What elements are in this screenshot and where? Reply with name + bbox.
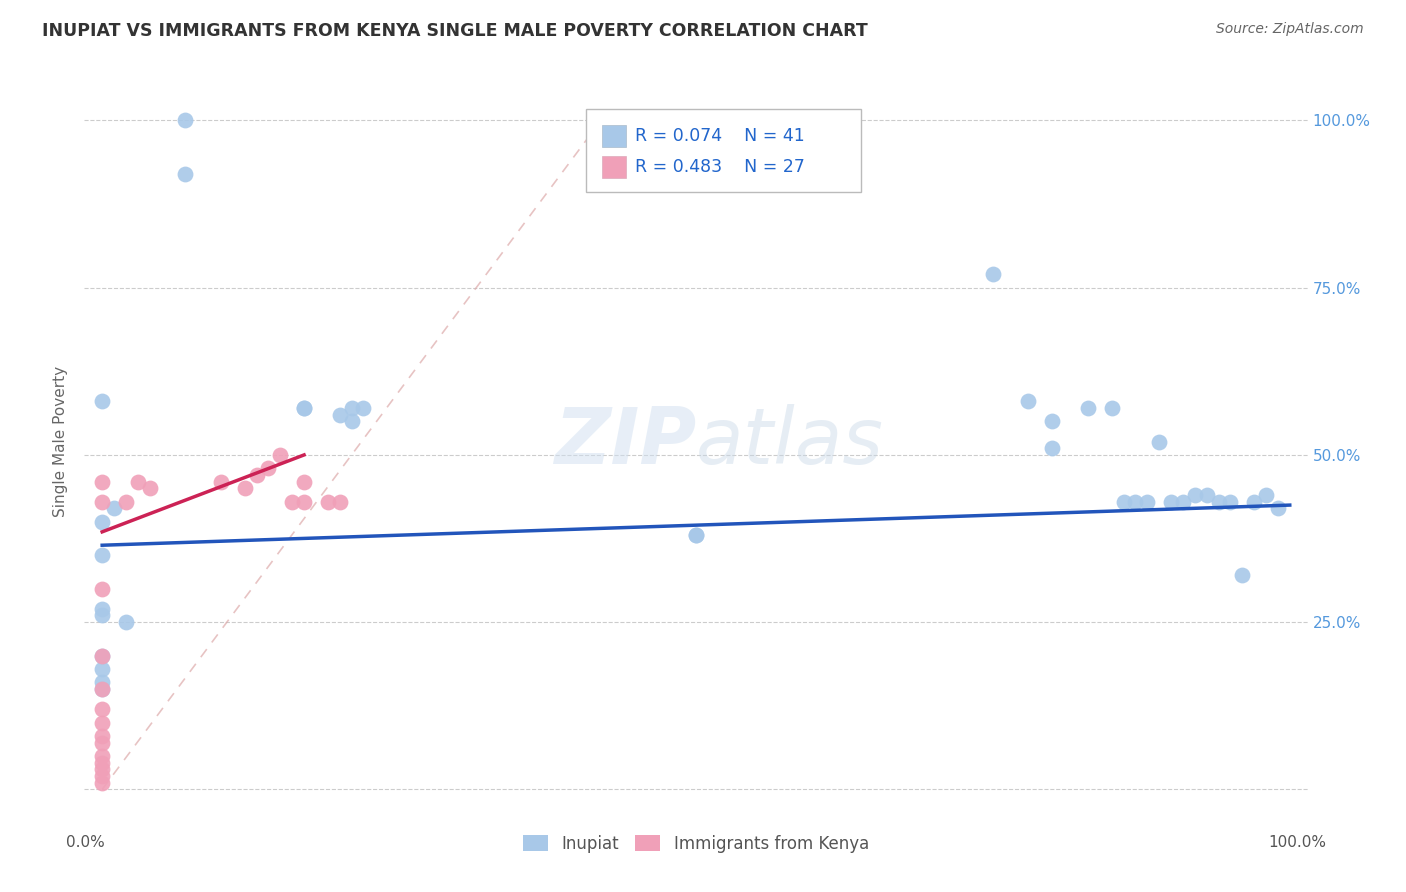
Point bbox=[1147, 434, 1170, 449]
Point bbox=[257, 461, 280, 475]
Point bbox=[329, 494, 352, 508]
Point bbox=[91, 715, 114, 730]
Point bbox=[233, 482, 256, 496]
Point bbox=[1112, 494, 1135, 508]
Point bbox=[245, 467, 267, 482]
Point bbox=[685, 528, 707, 542]
Point bbox=[174, 167, 197, 181]
Y-axis label: Single Male Poverty: Single Male Poverty bbox=[53, 366, 69, 517]
Point bbox=[91, 682, 114, 697]
Point bbox=[91, 776, 114, 790]
Point bbox=[1219, 494, 1241, 508]
FancyBboxPatch shape bbox=[586, 109, 860, 193]
Legend: Inupiat, Immigrants from Kenya: Inupiat, Immigrants from Kenya bbox=[516, 828, 876, 860]
Point bbox=[91, 675, 114, 690]
Point bbox=[1125, 494, 1147, 508]
Point bbox=[1136, 494, 1159, 508]
Point bbox=[340, 414, 363, 428]
Point bbox=[209, 475, 232, 489]
Text: INUPIAT VS IMMIGRANTS FROM KENYA SINGLE MALE POVERTY CORRELATION CHART: INUPIAT VS IMMIGRANTS FROM KENYA SINGLE … bbox=[42, 22, 868, 40]
Point bbox=[1195, 488, 1218, 502]
Point bbox=[91, 475, 114, 489]
Point bbox=[91, 756, 114, 770]
Point bbox=[91, 494, 114, 508]
Point bbox=[292, 475, 315, 489]
Point bbox=[1101, 401, 1123, 416]
Text: atlas: atlas bbox=[696, 403, 884, 480]
Point bbox=[981, 268, 1004, 282]
Point bbox=[1254, 488, 1277, 502]
Text: ZIP: ZIP bbox=[554, 403, 696, 480]
Point bbox=[340, 401, 363, 416]
FancyBboxPatch shape bbox=[602, 156, 626, 178]
Point bbox=[91, 548, 114, 563]
Text: 100.0%: 100.0% bbox=[1268, 835, 1326, 850]
Point bbox=[1171, 494, 1194, 508]
Point bbox=[91, 582, 114, 596]
Point bbox=[91, 735, 114, 749]
Point bbox=[91, 762, 114, 776]
Point bbox=[1040, 442, 1063, 455]
Point bbox=[329, 408, 352, 422]
Point bbox=[269, 448, 291, 462]
Point bbox=[292, 494, 315, 508]
Point bbox=[292, 401, 315, 416]
Point bbox=[174, 113, 197, 128]
Point bbox=[352, 401, 374, 416]
Point bbox=[91, 682, 114, 697]
Point bbox=[91, 602, 114, 616]
Point bbox=[115, 615, 138, 630]
Point bbox=[91, 729, 114, 743]
Point bbox=[292, 401, 315, 416]
Point bbox=[1267, 501, 1289, 516]
Point bbox=[316, 494, 339, 508]
Point bbox=[91, 662, 114, 676]
Point bbox=[138, 482, 160, 496]
FancyBboxPatch shape bbox=[602, 125, 626, 147]
Point bbox=[91, 702, 114, 716]
Point bbox=[91, 769, 114, 783]
Point bbox=[91, 515, 114, 529]
Point bbox=[1243, 494, 1265, 508]
Text: Source: ZipAtlas.com: Source: ZipAtlas.com bbox=[1216, 22, 1364, 37]
Point bbox=[91, 749, 114, 764]
Point bbox=[103, 501, 125, 516]
Point bbox=[1040, 414, 1063, 428]
Point bbox=[115, 494, 138, 508]
Point bbox=[1232, 568, 1254, 582]
Point bbox=[91, 648, 114, 663]
Text: R = 0.483    N = 27: R = 0.483 N = 27 bbox=[636, 158, 804, 176]
Point bbox=[1018, 394, 1040, 409]
Text: R = 0.074    N = 41: R = 0.074 N = 41 bbox=[636, 127, 804, 145]
Text: 0.0%: 0.0% bbox=[66, 835, 105, 850]
Point bbox=[1184, 488, 1206, 502]
Point bbox=[91, 648, 114, 663]
Point bbox=[91, 608, 114, 623]
Point bbox=[281, 494, 304, 508]
Point bbox=[685, 528, 707, 542]
Point bbox=[1077, 401, 1099, 416]
Point bbox=[91, 394, 114, 409]
Point bbox=[1160, 494, 1182, 508]
Point bbox=[1208, 494, 1230, 508]
Point bbox=[127, 475, 149, 489]
